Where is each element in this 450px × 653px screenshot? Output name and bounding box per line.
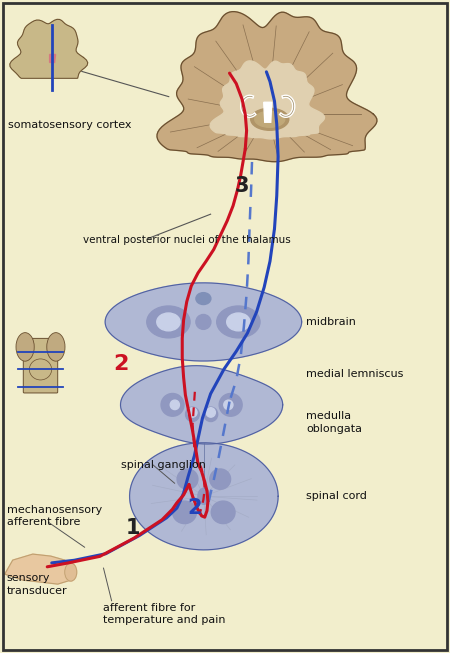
- Text: afferent fibre for
temperature and pain: afferent fibre for temperature and pain: [103, 603, 225, 625]
- Text: mechanosensory
afferent fibre: mechanosensory afferent fibre: [7, 505, 102, 527]
- Ellipse shape: [198, 488, 210, 504]
- Ellipse shape: [16, 332, 34, 361]
- Ellipse shape: [185, 407, 199, 422]
- Ellipse shape: [219, 394, 242, 416]
- Ellipse shape: [29, 359, 52, 380]
- Text: 3: 3: [235, 176, 249, 196]
- Ellipse shape: [224, 400, 233, 409]
- Ellipse shape: [188, 407, 197, 417]
- Ellipse shape: [177, 469, 198, 489]
- Ellipse shape: [170, 400, 180, 409]
- Polygon shape: [157, 12, 377, 162]
- Text: somatosensory cortex: somatosensory cortex: [8, 120, 131, 131]
- Ellipse shape: [47, 332, 65, 361]
- Ellipse shape: [157, 313, 180, 331]
- Polygon shape: [50, 54, 56, 63]
- FancyBboxPatch shape: [23, 338, 58, 393]
- Polygon shape: [10, 20, 88, 78]
- Ellipse shape: [196, 315, 211, 329]
- Ellipse shape: [65, 563, 77, 581]
- Ellipse shape: [161, 394, 184, 416]
- Text: spinal cord: spinal cord: [306, 491, 367, 502]
- Text: medial lemniscus: medial lemniscus: [306, 368, 403, 379]
- Polygon shape: [105, 283, 302, 361]
- Polygon shape: [121, 366, 283, 444]
- Ellipse shape: [251, 108, 289, 131]
- Text: 2: 2: [113, 355, 128, 374]
- Text: sensory
transducer: sensory transducer: [7, 573, 68, 596]
- Text: 1: 1: [126, 518, 140, 537]
- Ellipse shape: [204, 407, 218, 422]
- Polygon shape: [130, 443, 278, 550]
- Ellipse shape: [217, 306, 260, 338]
- Ellipse shape: [212, 501, 235, 524]
- Ellipse shape: [210, 469, 230, 489]
- Text: spinal ganglion: spinal ganglion: [121, 460, 206, 470]
- Text: 2: 2: [187, 498, 202, 518]
- Ellipse shape: [173, 501, 196, 524]
- Ellipse shape: [206, 407, 216, 417]
- Polygon shape: [210, 61, 324, 139]
- Ellipse shape: [227, 313, 250, 331]
- Ellipse shape: [196, 293, 211, 304]
- Polygon shape: [5, 554, 73, 584]
- Ellipse shape: [147, 306, 190, 338]
- Ellipse shape: [255, 111, 285, 127]
- Text: ventral posterior nuclei of the thalamus: ventral posterior nuclei of the thalamus: [83, 235, 291, 246]
- Text: medulla
oblongata: medulla oblongata: [306, 411, 362, 434]
- Polygon shape: [264, 103, 272, 122]
- Text: midbrain: midbrain: [306, 317, 356, 327]
